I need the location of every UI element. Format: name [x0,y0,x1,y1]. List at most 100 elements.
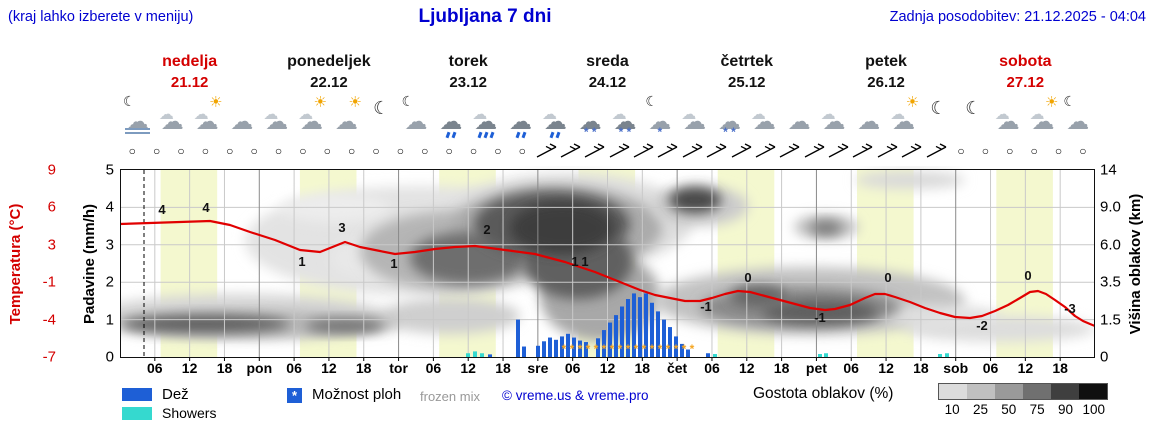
axis-tick-label: 3 [105,236,114,254]
rain-drop [445,131,451,139]
cloud-icon: ☁ [996,108,1020,134]
svg-text:-1: -1 [700,299,712,314]
svg-text:*: * [642,342,647,356]
day-date: 25.12 [727,73,766,91]
sun-icon: ☀ [313,94,327,111]
weather-icon: ☁ ☁ [468,94,503,139]
moon-icon: ☾ [965,98,982,118]
cloud-icon: ☁ [509,108,533,134]
wind-barb-icon [754,142,778,160]
axis-tick-label: 9 [47,161,56,179]
weather-icon: ☾ ☁ [120,94,155,136]
sky-row: ○ ○ ○ ○ ○ ○ ○ ○ ○ ○ ○ ○ ○ ○ ○ ○ ○ ○ ○ ○ ○ ○ ○ [120,142,1095,160]
cloud-icon: ☁ [890,106,906,123]
cloud-cover-circle-icon: ○ [323,144,331,158]
wind-barb-icon [851,142,875,160]
cloud-icon: ☁ [613,108,637,134]
svg-text:0: 0 [1024,268,1031,283]
weather-icon: ☾ [921,94,956,136]
cloud-cover-circle-icon: ○ [201,144,209,158]
cloud-icon: ☁ [822,108,846,134]
svg-text:1: 1 [298,254,305,269]
x-tick-label: 12 [739,360,755,376]
fog-line [125,132,150,134]
cloud-icon: ☁ [611,106,627,123]
cloud-icon: ☁ [750,106,766,123]
svg-text:2: 2 [483,222,490,237]
svg-text:*: * [650,342,655,356]
weather-icon: ☀ ☁ ☁ [294,94,329,136]
density-tick-label: 90 [1057,402,1073,417]
rain-drop [477,131,483,139]
day-header: torek 23.12 [399,52,538,92]
weather-icon: ☁ [851,94,886,136]
sun-icon: ☀ [209,94,223,111]
axis-tick-label: 4 [105,198,114,216]
x-tick-label: 06 [704,360,720,376]
x-tick-label: 18 [773,360,790,376]
cloud-icon: ☁ [683,108,707,134]
wind-barb-icon [534,142,558,160]
cloud-icon: ☁ [717,108,741,134]
copyright-link[interactable]: © vreme.us & vreme.pro [502,388,649,403]
day-name: nedelja [162,53,218,70]
cloud-cover-circle-icon: ○ [1030,144,1038,158]
cloud-icon: ☁ [1066,108,1090,134]
cloud-icon: ☁ [125,108,149,134]
rain-drop [489,131,495,139]
axis-tick-label: 2 [105,273,114,291]
rain-drops-icon [515,131,526,139]
x-tick-label: sob [943,360,969,376]
cloud-cover-circle-icon: ○ [299,144,307,158]
cloud-cover-circle-icon: ○ [372,144,380,158]
x-tick-label: 06 [982,360,999,376]
weather-icon: ☁ ☁ * * [608,94,643,139]
snowflakes-icon: * [657,125,663,139]
svg-text:1: 1 [390,256,397,271]
weather-icon: ☁ ☁ [991,94,1026,136]
wind-barb-icon [803,142,827,160]
density-segment [1023,384,1051,399]
cloud-icon: ☁ [1031,108,1055,134]
cloud-cover-circle-icon: ○ [152,144,161,158]
cloud-icon: ☁ [1029,106,1045,123]
density-segment [995,384,1023,399]
wind-barb-icon [924,142,948,160]
cloud-icon: ☁ [439,108,463,134]
wind-barb-icon [778,142,802,160]
density-segment [967,384,995,399]
axis-tick-label: 3 [47,236,56,254]
x-tick-label: 18 [216,360,233,376]
x-tick-label: čet [666,360,688,376]
axis-tick-label: 0 [105,348,114,366]
moon-icon: ☾ [123,93,136,109]
day-header: ponedeljek 22.12 [259,52,398,92]
fog-icon [125,126,150,136]
cloud-icon: ☁ [543,108,567,134]
svg-text:*: * [602,342,607,356]
density-tick-label: 75 [1029,402,1045,417]
cloud-icon: ☁ [752,108,776,134]
axis-tick-label: 6 [47,198,56,216]
cloud-density-ticks: 10 25 50 75 90 100 [938,402,1108,417]
day-header: nedelja 21.12 [120,52,259,92]
wind-barb-icon [729,142,753,160]
svg-text:0: 0 [744,270,751,285]
x-tick-label: sre [527,360,549,376]
day-name: torek [448,53,488,70]
moon-icon: ☾ [1063,93,1076,109]
weather-icon: ☾ ☁ * [642,94,677,139]
x-tick-label: 06 [286,360,302,376]
snowflakes-icon: * * [618,125,632,139]
day-name: ponedeljek [287,53,371,70]
icon-row: ☾ ☁ ☁ ☁ ☀ ☁ ☁ ☁ ☁ ☁ ☀ ☁ ☁ ☀ ☁ ☾ ☾ ☁ ☁ ☁ ☁ ☁ ☁ ☁ ☁ * * ☁ ☁ * * ☾ ☁ * ☁ ☁ ☁ *… [120,93,1095,139]
cloud-icon: ☁ [158,106,174,123]
weather-icon: ☾ [364,94,399,136]
cloud-cover-circle-icon: ○ [250,144,258,158]
showers-legend-label: Showers [162,405,217,421]
x-tick-label: 06 [564,360,581,376]
x-tick-label: 06 [843,360,859,376]
cloud-cover-circle-icon: ○ [957,144,965,158]
axis-tick-label: 3.5 [1100,273,1121,291]
wind-barb-icon [681,142,705,160]
